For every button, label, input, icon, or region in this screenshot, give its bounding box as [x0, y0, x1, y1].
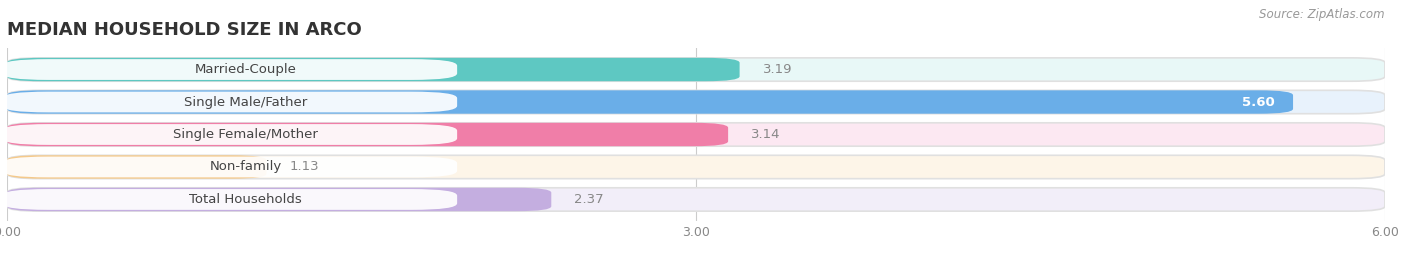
FancyBboxPatch shape: [7, 123, 1385, 146]
FancyBboxPatch shape: [3, 124, 457, 145]
Text: 3.19: 3.19: [762, 63, 792, 76]
FancyBboxPatch shape: [7, 155, 267, 179]
Text: 2.37: 2.37: [574, 193, 605, 206]
Text: Single Female/Mother: Single Female/Mother: [173, 128, 318, 141]
Text: Single Male/Father: Single Male/Father: [184, 95, 308, 108]
FancyBboxPatch shape: [7, 58, 740, 81]
Text: MEDIAN HOUSEHOLD SIZE IN ARCO: MEDIAN HOUSEHOLD SIZE IN ARCO: [7, 20, 361, 38]
FancyBboxPatch shape: [7, 188, 551, 211]
FancyBboxPatch shape: [7, 188, 1385, 211]
FancyBboxPatch shape: [3, 92, 457, 112]
FancyBboxPatch shape: [7, 90, 1294, 114]
FancyBboxPatch shape: [7, 58, 1385, 81]
Text: Source: ZipAtlas.com: Source: ZipAtlas.com: [1260, 8, 1385, 21]
FancyBboxPatch shape: [3, 189, 457, 210]
Text: Total Households: Total Households: [190, 193, 302, 206]
Text: Married-Couple: Married-Couple: [195, 63, 297, 76]
FancyBboxPatch shape: [7, 155, 1385, 179]
FancyBboxPatch shape: [3, 59, 457, 80]
FancyBboxPatch shape: [7, 90, 1385, 114]
Text: 1.13: 1.13: [290, 161, 319, 174]
Text: Non-family: Non-family: [209, 161, 283, 174]
FancyBboxPatch shape: [7, 123, 728, 146]
FancyBboxPatch shape: [3, 157, 457, 177]
Text: 3.14: 3.14: [751, 128, 780, 141]
Text: 5.60: 5.60: [1241, 95, 1275, 108]
